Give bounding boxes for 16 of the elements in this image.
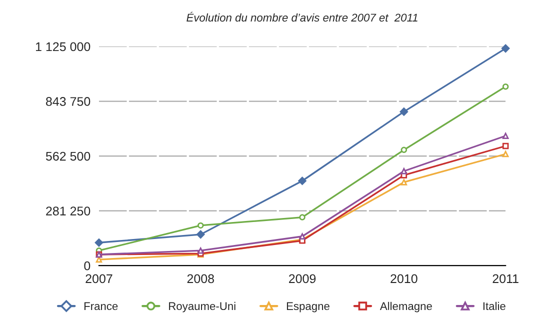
x-tick-label: 2010 [390,274,418,284]
legend-label: Italie [483,302,506,310]
x-tick-label: 2008 [187,274,214,284]
x-tick-label: 2009 [289,274,316,284]
legend-label: Allemagne [380,302,432,312]
y-tick-label: 843 750 [46,97,90,106]
legend-label: Espagne [286,302,330,312]
y-tick-label: 1 125 000 [36,42,90,52]
y-tick-label: 562 500 [46,152,90,161]
chart-title: Évolution du nombre d’avis entre 2007 et 2011 [186,12,418,22]
legend-label: Royaume-Uni [169,302,236,312]
y-tick-label: 281 250 [46,206,90,216]
legend-label: France [84,302,118,310]
x-tick-label: 2007 [86,274,112,284]
y-tick-label: 0 [84,261,90,270]
x-tick-label: 2011 [492,274,518,284]
